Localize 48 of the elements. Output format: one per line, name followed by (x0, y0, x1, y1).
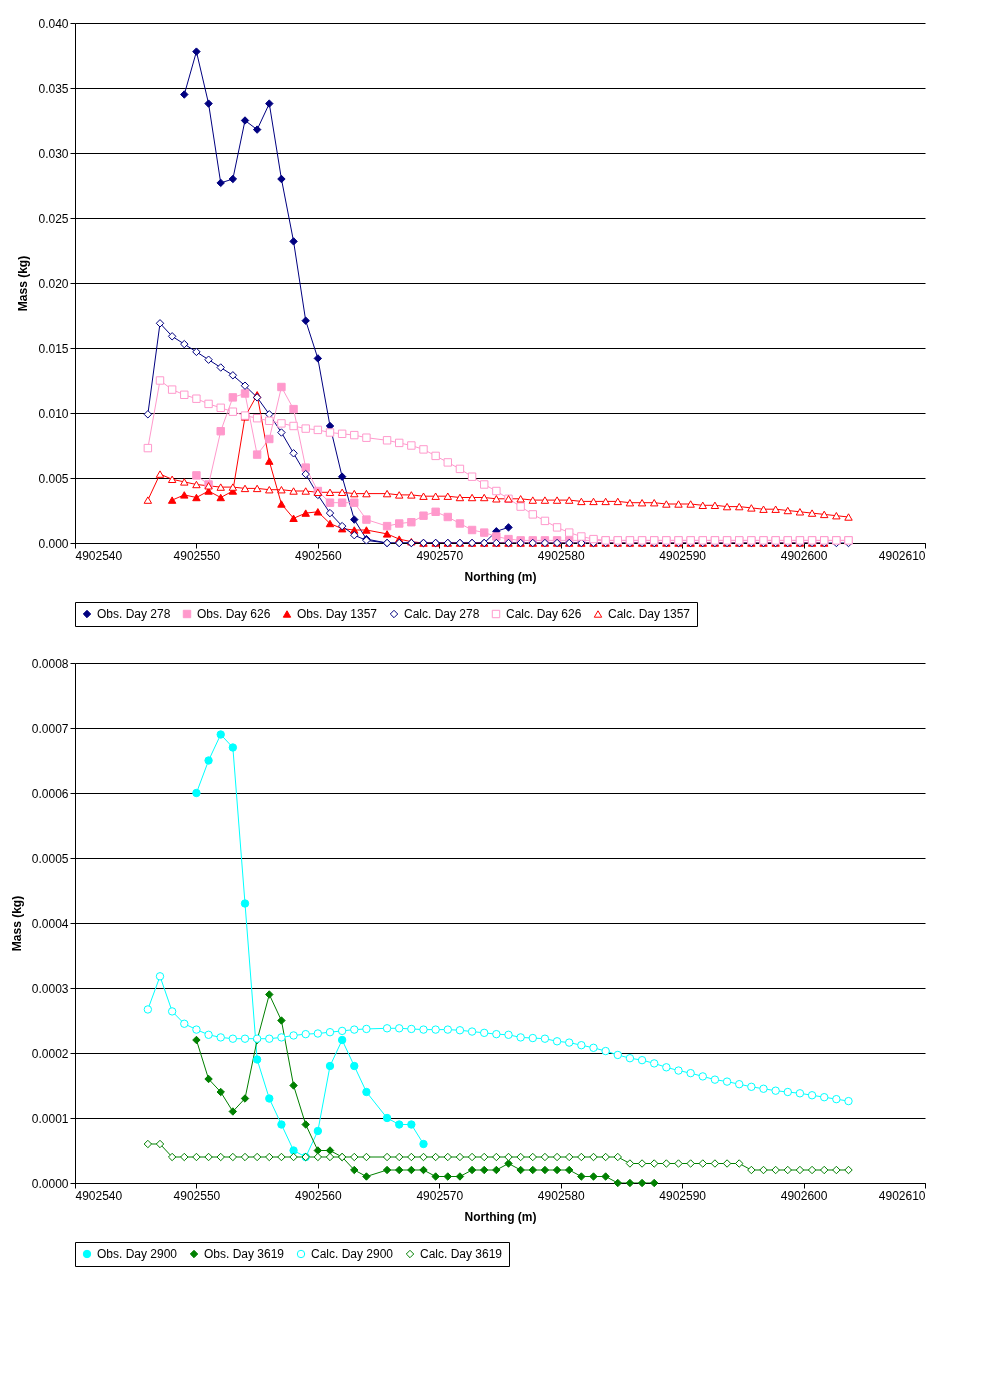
y-tick-label: 0.010 (38, 406, 69, 421)
x-tick-label: 4902540 (75, 1188, 123, 1203)
legend-label: Obs. Day 3619 (204, 1247, 285, 1261)
y-tick-label: 0.0002 (31, 1046, 69, 1061)
y-tick-label: 0.025 (38, 211, 69, 226)
legend-label: Obs. Day 278 (97, 607, 171, 621)
y-tick-label: 0.0003 (31, 981, 69, 996)
y-tick-label: 0.035 (38, 81, 69, 96)
x-tick-label: 4902610 (878, 548, 926, 563)
y-tick-label: 0.0006 (31, 786, 69, 801)
y-tick-label: 0.0001 (31, 1111, 69, 1126)
legend-label: Calc. Day 1357 (608, 607, 691, 621)
y-axis-title: Mass (kg) (16, 255, 31, 312)
x-axis-title: Northing (m) (464, 569, 537, 584)
y-tick-label: 0.0007 (31, 721, 69, 736)
x-axis-title: Northing (m) (464, 1209, 537, 1224)
y-tick-label: 0.0008 (31, 656, 69, 671)
y-tick-label: 0.000 (38, 536, 69, 551)
y-tick-label: 0.030 (38, 146, 69, 161)
x-tick-label: 4902610 (878, 1188, 926, 1203)
legend-label: Calc. Day 2900 (311, 1247, 394, 1261)
x-tick-label: 4902580 (537, 1188, 585, 1203)
y-tick-label: 0.0000 (31, 1176, 69, 1191)
x-tick-label: 4902550 (173, 1188, 221, 1203)
x-tick-label: 4902600 (780, 1188, 828, 1203)
y-tick-label: 0.005 (38, 471, 69, 486)
y-tick-label: 0.0004 (31, 916, 69, 931)
x-tick-label: 4902560 (295, 548, 343, 563)
y-axis-title: Mass (kg) (9, 895, 24, 952)
y-tick-label: 0.0005 (31, 851, 69, 866)
legend-label: Obs. Day 626 (197, 607, 271, 621)
x-tick-label: 4902600 (780, 548, 828, 563)
legend-label: Calc. Day 626 (506, 607, 582, 621)
x-tick-label: 4902570 (416, 1188, 464, 1203)
x-tick-label: 4902590 (659, 1188, 707, 1203)
y-tick-label: 0.015 (38, 341, 69, 356)
legend-label: Obs. Day 2900 (97, 1247, 178, 1261)
x-tick-label: 4902540 (75, 548, 123, 563)
x-tick-label: 4902580 (537, 548, 585, 563)
y-tick-label: 0.040 (38, 16, 69, 31)
x-tick-label: 4902560 (295, 1188, 343, 1203)
x-tick-label: 4902570 (416, 548, 464, 563)
x-tick-label: 4902590 (659, 548, 707, 563)
x-tick-label: 4902550 (173, 548, 221, 563)
legend-label: Obs. Day 1357 (297, 607, 378, 621)
y-tick-label: 0.020 (38, 276, 69, 291)
legend-label: Calc. Day 3619 (420, 1247, 503, 1261)
legend-label: Calc. Day 278 (404, 607, 480, 621)
